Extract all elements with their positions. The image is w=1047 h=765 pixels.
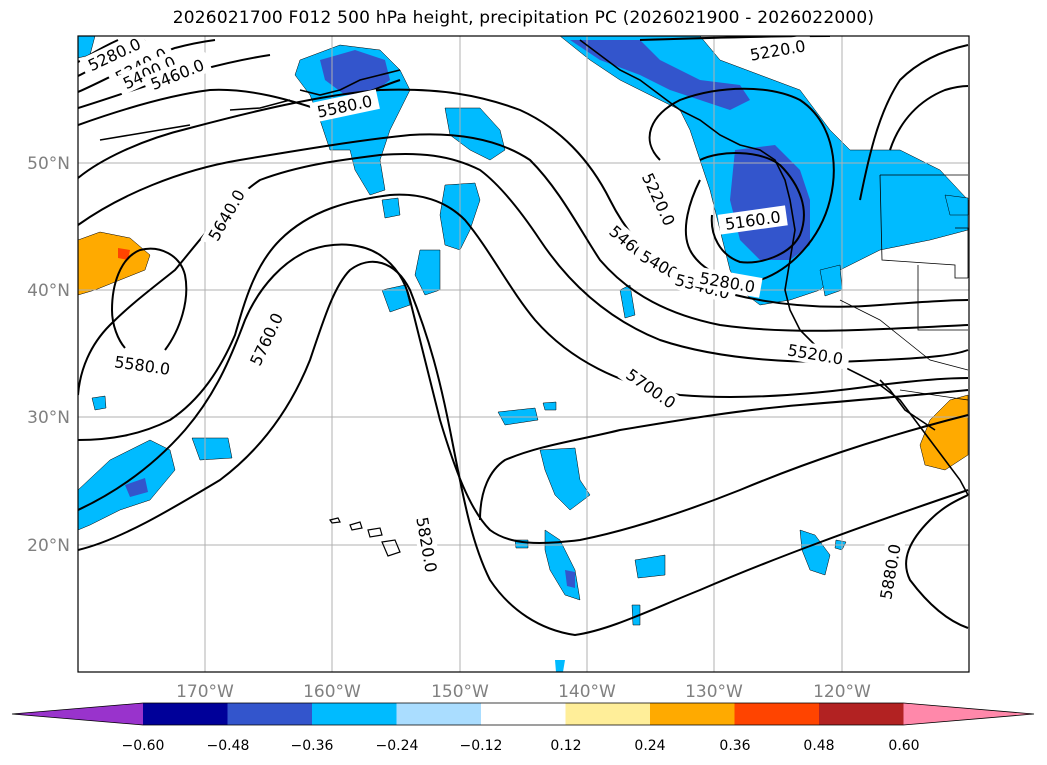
lat-tick-label: 50°N [27, 154, 70, 174]
political-borders [839, 174, 969, 401]
colorbar-tick-label: −0.24 [376, 738, 419, 754]
precip-area-aleutians-core [320, 50, 390, 95]
colorbar-swatch [650, 703, 735, 725]
precip-area-positive-mexico [919, 394, 969, 471]
colorbar-swatch [481, 703, 566, 725]
colorbar-tick-label: 0.36 [719, 738, 750, 754]
colorbar-extend-max [903, 703, 1034, 725]
colorbar-tick-labels: −0.60 −0.48 −0.36 −0.24 −0.12 0.12 0.24 … [122, 738, 920, 754]
colorbar-outline [11, 702, 1035, 726]
lon-tick-label: 140°W [558, 682, 616, 702]
colorbar-swatch [819, 703, 904, 725]
lon-tick-label: 130°W [685, 682, 743, 702]
lat-tick-label: 40°N [27, 281, 70, 301]
colorbar-tick-label: −0.36 [291, 738, 334, 754]
colorbar-tick-label: 0.48 [803, 738, 834, 754]
colorbar-swatch [312, 703, 397, 725]
colorbar-swatch [565, 703, 651, 725]
map-title: 2026021700 F012 500 hPa height, precipit… [172, 8, 875, 28]
colorbar-extend-min [12, 703, 143, 725]
colorbar-tick-label: 0.60 [888, 738, 919, 754]
colorbar [11, 702, 1035, 726]
colorbar-swatch [227, 703, 313, 725]
hawaii-islands [329, 517, 401, 557]
colorbar-tick-label: 0.24 [634, 738, 665, 754]
map-frame [77, 35, 970, 673]
colorbar-tick-label: −0.12 [460, 738, 503, 754]
lon-tick-labels: 170°W 160°W 150°W 140°W 130°W 120°W [176, 682, 871, 702]
lon-tick-label: 160°W [303, 682, 361, 702]
colorbar-swatch [734, 703, 820, 725]
lat-tick-labels: 50°N 40°N 30°N 20°N [27, 154, 70, 556]
lon-tick-label: 120°W [813, 682, 871, 702]
lat-tick-label: 20°N [27, 536, 70, 556]
lon-tick-label: 170°W [176, 682, 234, 702]
precip-area-positive-west [78, 231, 151, 296]
colorbar-tick-label: 0.12 [550, 738, 581, 754]
lat-tick-label: 30°N [27, 408, 70, 428]
colorbar-swatch [396, 703, 482, 725]
colorbar-swatch [143, 703, 228, 725]
precip-shading [78, 36, 969, 672]
lon-tick-label: 150°W [431, 682, 489, 702]
precip-area-washington-core [730, 145, 810, 260]
colorbar-tick-label: −0.60 [122, 738, 165, 754]
colorbar-tick-label: −0.48 [207, 738, 250, 754]
